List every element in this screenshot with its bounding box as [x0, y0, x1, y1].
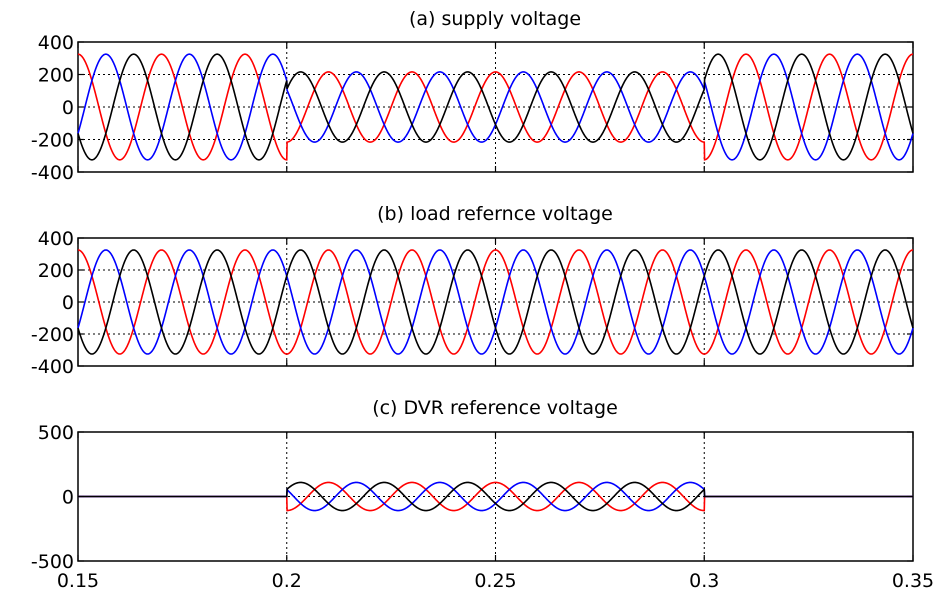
y-tick-label: -200 [31, 130, 74, 152]
y-tick-label: 0 [62, 292, 74, 314]
panel-title: (a) supply voltage [409, 8, 581, 30]
y-tick-label: 400 [38, 32, 74, 54]
x-tick-label: 0.35 [892, 570, 934, 592]
y-tick-label: 200 [38, 65, 74, 87]
panel-title: (c) DVR reference voltage [372, 397, 618, 419]
y-tick-label: -200 [31, 324, 74, 346]
y-tick-label: 0 [62, 97, 74, 119]
panel-supply-voltage: (a) supply voltage 400 200 0 -200 -400 [31, 8, 914, 184]
y-tick-label: -400 [31, 162, 74, 184]
y-tick-label: 500 [38, 422, 74, 444]
y-tick-label: -500 [31, 551, 74, 573]
y-tick-label: 400 [38, 228, 74, 250]
x-tick-label: 0.25 [474, 570, 516, 592]
y-tick-label: 0 [62, 487, 74, 509]
x-tick-label: 0.15 [57, 570, 99, 592]
series-line [77, 53, 914, 161]
series-line [78, 481, 913, 512]
y-tick-label: 200 [38, 260, 74, 282]
x-tick-label: 0.2 [272, 570, 302, 592]
panel-load-reference-voltage: (b) load refernce voltage 400 200 0 -200 -40… [31, 203, 914, 378]
series-line [77, 249, 914, 355]
y-tick-label: -400 [31, 356, 74, 378]
x-tick-label: 0.3 [689, 570, 719, 592]
panel-title: (b) load refernce voltage [377, 203, 613, 225]
